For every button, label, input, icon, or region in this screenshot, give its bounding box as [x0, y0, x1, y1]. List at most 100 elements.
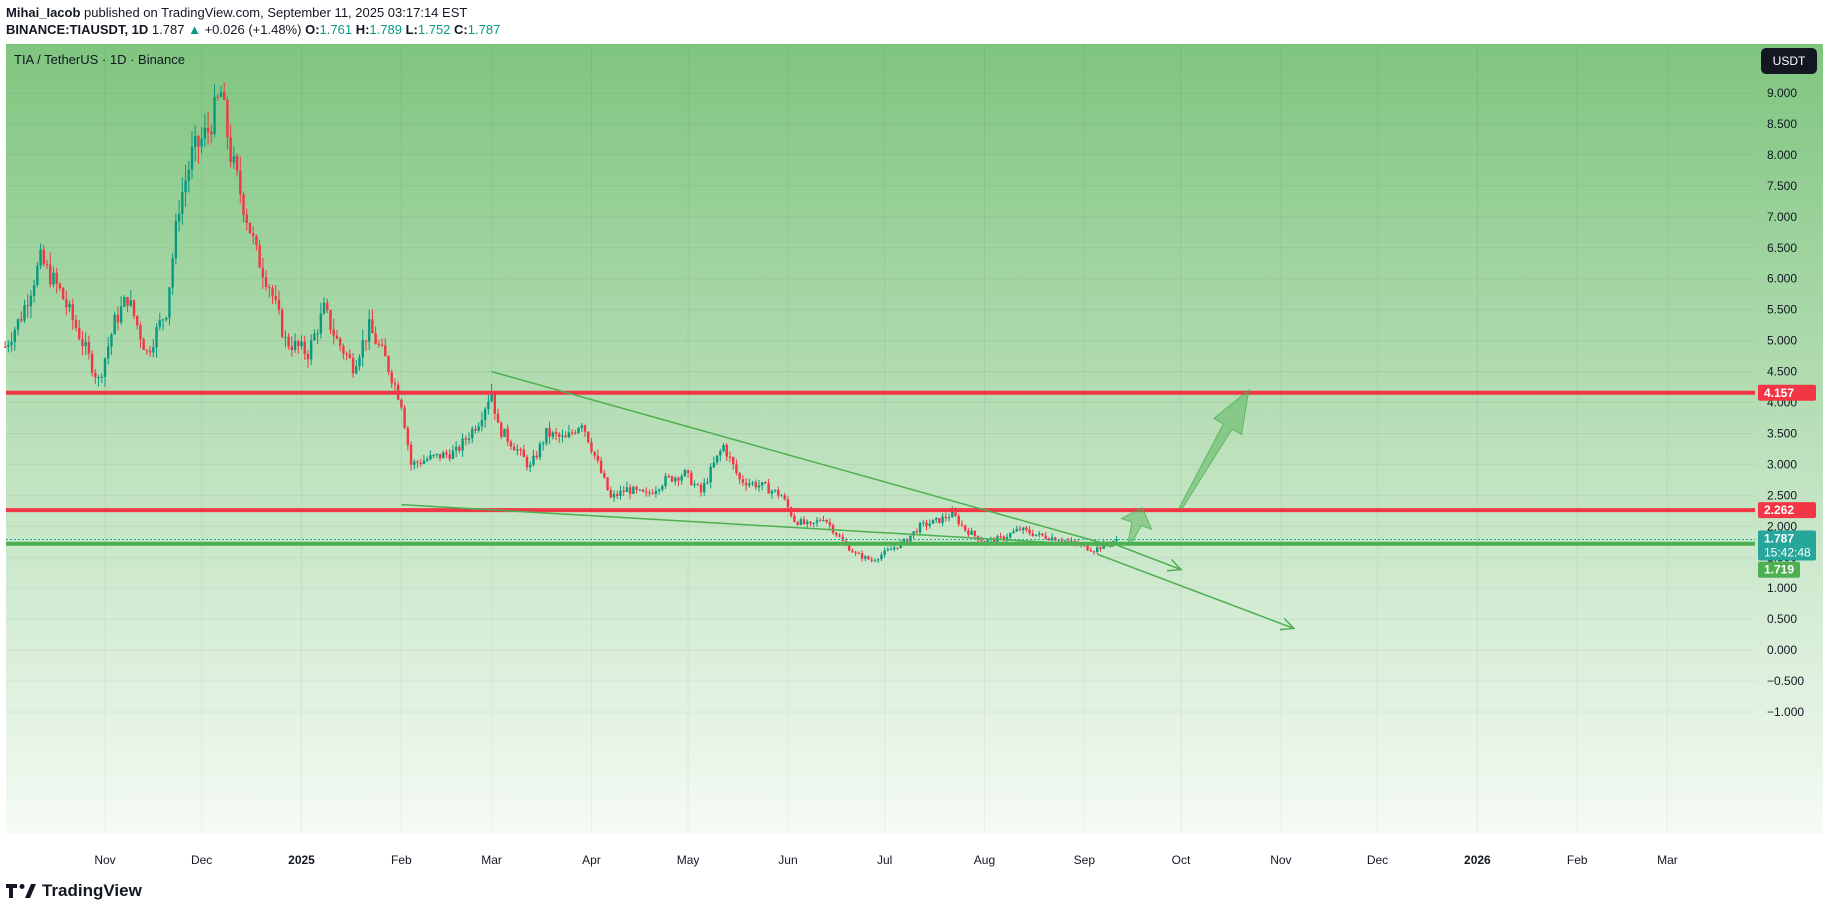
candle-body [13, 329, 16, 342]
candle-body [377, 343, 381, 345]
candle-body [525, 457, 529, 468]
candle-body [715, 455, 719, 463]
candle-body [232, 156, 236, 163]
candle-body [445, 452, 448, 455]
candle-body [896, 547, 899, 549]
candle-body [612, 494, 616, 498]
candle-body [483, 409, 487, 420]
candle-body [87, 342, 91, 354]
candle-body [905, 538, 909, 542]
candle-body [909, 535, 912, 542]
currency-button[interactable]: USDT [1761, 48, 1817, 74]
candle-body [541, 443, 545, 445]
price-tick-label: 2.000 [1767, 519, 1797, 533]
candle-body [625, 487, 629, 492]
candle-body [516, 449, 519, 451]
candle-body [506, 428, 509, 442]
candle-body [609, 490, 612, 498]
tradingview-logo[interactable]: TradingView [6, 881, 142, 901]
low-value: 1.752 [417, 22, 451, 37]
candle-body [551, 432, 554, 437]
candle-body [583, 425, 587, 432]
last-price-tag-countdown: 15:42:48 [1764, 545, 1811, 559]
candle-body [126, 297, 129, 306]
candle-body [7, 345, 10, 347]
projection-arrow-line [1113, 542, 1182, 571]
candle-body [828, 522, 832, 526]
low-label: L: [405, 22, 418, 37]
candle-body [219, 92, 223, 97]
candle-body [467, 438, 471, 440]
candle-body [229, 137, 232, 163]
candle-body [606, 477, 609, 491]
candle-body [703, 482, 706, 493]
candle-body [242, 194, 245, 215]
price-chart[interactable]: 9.000 8.500 8.000 7.500 7.000 6.500 6.000 5.500… [0, 44, 1829, 872]
published-text: published on TradingView.com, September … [80, 5, 468, 20]
candle-body [1047, 538, 1051, 541]
candle-body [796, 521, 799, 525]
candle-body [29, 295, 33, 307]
candle-body [480, 419, 484, 427]
candle-body [1041, 533, 1044, 536]
candle-body [300, 341, 303, 347]
time-tick-label: Apr [582, 853, 601, 867]
candle-body [1070, 540, 1073, 542]
price-tick-label: 8.000 [1767, 148, 1797, 162]
candle-body [574, 432, 577, 434]
candle-body [364, 340, 368, 342]
candle-body [210, 131, 213, 135]
candle-body [928, 523, 931, 526]
candle-body [264, 277, 268, 287]
candle-body [1009, 533, 1012, 538]
author-name[interactable]: Mihai_Iacob [6, 5, 81, 20]
candle-body [786, 499, 790, 508]
candle-body [657, 489, 661, 491]
candle-body [770, 490, 774, 494]
candle-body [290, 346, 294, 350]
candle-body [1096, 547, 1099, 553]
candle-body [200, 138, 203, 147]
candle-body [361, 340, 364, 358]
chart-title: TIA / TetherUS · 1D · Binance [14, 52, 185, 67]
candle-body [403, 407, 406, 429]
candles [3, 82, 1118, 564]
candle-body [461, 438, 464, 451]
chart-area[interactable]: 9.000 8.500 8.000 7.500 7.000 6.500 6.000 5.500… [0, 44, 1829, 872]
candle-body [535, 455, 538, 458]
candle-body [287, 336, 290, 347]
candle-body [603, 472, 606, 478]
candle-body [925, 522, 928, 526]
price-axis[interactable]: 9.000 8.500 8.000 7.500 7.000 6.500 6.000 5.500… [1767, 86, 1804, 719]
level-tag-label: 1.719 [1764, 563, 1794, 577]
candle-body [738, 473, 741, 480]
candle-body [20, 319, 23, 321]
candle-body [416, 461, 419, 463]
candle-body [496, 413, 500, 423]
candle-body [616, 494, 619, 496]
candle-body [860, 553, 864, 559]
candle-body [177, 213, 181, 222]
candle-body [329, 310, 332, 330]
candle-body [139, 325, 142, 340]
candle-body [129, 300, 132, 306]
time-tick-label: May [677, 853, 700, 867]
candle-body [1057, 540, 1060, 542]
candle-body [918, 522, 922, 533]
candle-body [880, 554, 883, 560]
time-tick-label: 2026 [1464, 853, 1491, 867]
candle-body [944, 516, 948, 519]
candle-body [1034, 534, 1038, 536]
candle-body [1031, 533, 1035, 536]
candle-body [941, 516, 944, 523]
candle-body [831, 525, 835, 533]
candle-body [335, 335, 339, 339]
candle-body [90, 353, 94, 373]
time-tick-label: Oct [1172, 853, 1191, 867]
time-axis[interactable]: Nov Dec 2025 Feb Mar Apr May Jun Jul Aug Sep Oct Nov… [94, 853, 1677, 867]
candle-body [760, 482, 764, 486]
open-label: O: [305, 22, 320, 37]
candle-body [931, 519, 935, 524]
symbol-label: BINANCE:TIAUSDT, 1D [6, 22, 149, 37]
